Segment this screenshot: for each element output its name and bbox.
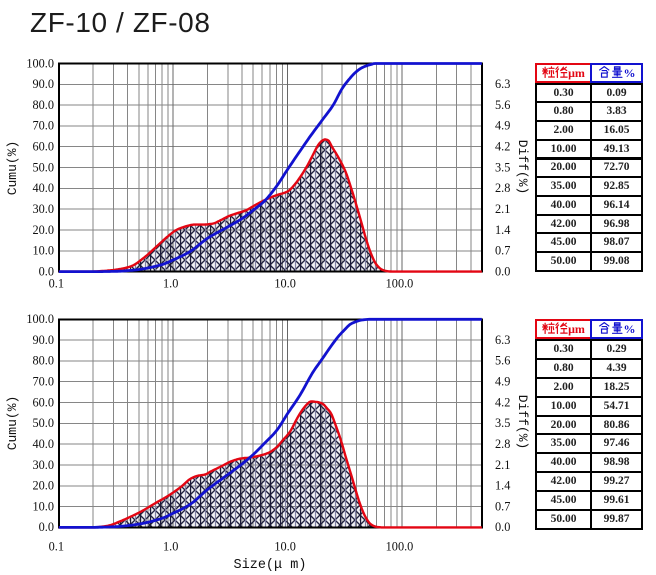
svg-text:10.0: 10.0	[274, 540, 296, 554]
svg-text:0.1: 0.1	[49, 540, 64, 554]
svg-text:1.0: 1.0	[163, 277, 178, 291]
svg-text:3.5: 3.5	[495, 160, 510, 174]
svg-text:Size(μ m): Size(μ m)	[234, 558, 307, 573]
svg-text:5.6: 5.6	[495, 98, 510, 112]
svg-text:1.4: 1.4	[495, 479, 510, 493]
svg-text:60.0: 60.0	[32, 395, 54, 409]
svg-text:5.6: 5.6	[495, 354, 510, 368]
svg-text:0.0: 0.0	[495, 264, 510, 278]
svg-text:90.0: 90.0	[32, 77, 54, 91]
svg-text:100.0: 100.0	[26, 312, 54, 326]
svg-text:70.0: 70.0	[32, 375, 54, 389]
svg-text:90.0: 90.0	[32, 333, 54, 347]
svg-text:4.2: 4.2	[495, 140, 510, 154]
svg-text:20.0: 20.0	[32, 223, 54, 237]
svg-text:Diff(%): Diff(%)	[515, 140, 530, 195]
svg-text:0.7: 0.7	[495, 499, 510, 513]
svg-text:0.7: 0.7	[495, 244, 510, 258]
svg-text:4.2: 4.2	[495, 395, 510, 409]
svg-text:0.0: 0.0	[495, 520, 510, 534]
svg-text:10.0: 10.0	[32, 244, 54, 258]
svg-text:60.0: 60.0	[32, 140, 54, 154]
svg-text:Diff(%): Diff(%)	[515, 395, 530, 450]
svg-text:1.0: 1.0	[163, 540, 178, 554]
svg-text:0.0: 0.0	[39, 264, 54, 278]
svg-text:40.0: 40.0	[32, 437, 54, 451]
svg-text:0.0: 0.0	[39, 520, 54, 534]
svg-text:30.0: 30.0	[32, 458, 54, 472]
svg-text:Cumu(%): Cumu(%)	[5, 141, 20, 196]
svg-text:Cumu(%): Cumu(%)	[5, 396, 20, 451]
svg-text:20.0: 20.0	[32, 479, 54, 493]
svg-text:40.0: 40.0	[32, 181, 54, 195]
svg-text:2.8: 2.8	[495, 181, 510, 195]
svg-text:70.0: 70.0	[32, 119, 54, 133]
svg-text:3.5: 3.5	[495, 416, 510, 430]
svg-text:80.0: 80.0	[32, 354, 54, 368]
svg-text:0.1: 0.1	[49, 277, 64, 291]
svg-text:6.3: 6.3	[495, 333, 510, 347]
svg-text:2.1: 2.1	[495, 458, 510, 472]
svg-text:4.9: 4.9	[495, 375, 510, 389]
svg-text:100.0: 100.0	[386, 540, 414, 554]
svg-text:10.0: 10.0	[274, 277, 296, 291]
svg-text:6.3: 6.3	[495, 77, 510, 91]
svg-text:10.0: 10.0	[32, 499, 54, 513]
svg-text:1.4: 1.4	[495, 223, 510, 237]
svg-text:30.0: 30.0	[32, 202, 54, 216]
svg-text:100.0: 100.0	[386, 277, 414, 291]
svg-text:100.0: 100.0	[26, 56, 54, 70]
svg-text:2.1: 2.1	[495, 202, 510, 216]
svg-text:80.0: 80.0	[32, 98, 54, 112]
svg-text:4.9: 4.9	[495, 119, 510, 133]
svg-text:50.0: 50.0	[32, 416, 54, 430]
svg-text:2.8: 2.8	[495, 437, 510, 451]
svg-text:50.0: 50.0	[32, 160, 54, 174]
